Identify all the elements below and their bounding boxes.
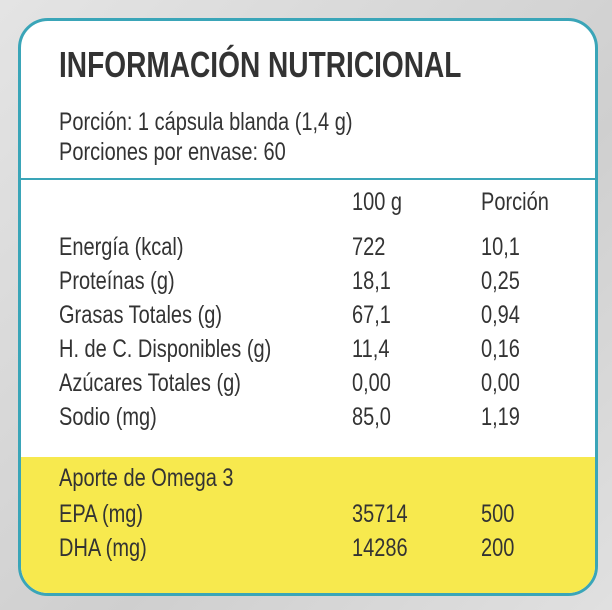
serving: Porción: 1 cápsula blanda (1,4 g) (59, 108, 353, 136)
row-label: H. de C. Disponibles (g) (59, 335, 272, 363)
cell: 0,00 (481, 369, 520, 397)
cell: 11,4 (352, 335, 390, 363)
cell: 0,25 (481, 267, 520, 295)
row-label: Sodio (mg) (59, 403, 157, 431)
cell: 35714 (352, 500, 408, 528)
cell: 67,1 (352, 301, 391, 329)
row-label: Energía (kcal) (59, 233, 184, 261)
servings-per-container: Porciones por envase: 60 (59, 138, 286, 166)
column-header: Porción (481, 188, 549, 216)
cell: 0,94 (481, 301, 520, 329)
column-header: 100 g (352, 188, 403, 216)
title: INFORMACIÓN NUTRICIONAL (59, 44, 462, 85)
cell: 200 (481, 534, 515, 562)
nutrition-card: INFORMACIÓN NUTRICIONAL Porción: 1 cápsul… (18, 18, 598, 596)
row-label: Grasas Totales (g) (59, 301, 223, 329)
cell: 18,1 (352, 267, 391, 295)
cell: 0,00 (352, 369, 391, 397)
cell: 722 (352, 233, 386, 261)
cell: 85,0 (352, 403, 391, 431)
cell: 1,19 (481, 403, 520, 431)
row-label: Proteínas (g) (59, 267, 175, 295)
omega-title: Aporte de Omega 3 (59, 464, 234, 492)
cell: 500 (481, 500, 515, 528)
cell: 10,1 (481, 233, 520, 261)
cell: 0,16 (481, 335, 520, 363)
divider (21, 178, 595, 180)
row-label: Azúcares Totales (g) (59, 369, 241, 397)
row-label: DHA (mg) (59, 534, 147, 562)
cell: 14286 (352, 534, 408, 562)
row-label: EPA (mg) (59, 500, 144, 528)
omega-section (21, 457, 595, 593)
